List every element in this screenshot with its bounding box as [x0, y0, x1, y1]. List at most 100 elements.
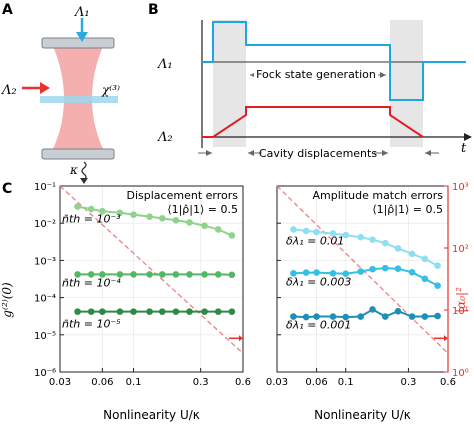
- right-axis-marker-arrowhead: [444, 335, 448, 342]
- decay-arrowhead: [80, 178, 88, 184]
- data-point: [158, 215, 166, 222]
- data-point: [87, 308, 95, 315]
- fock-label: Fock state generation: [256, 68, 376, 81]
- right-axis-marker-arrowhead: [239, 335, 243, 342]
- data-point: [172, 271, 180, 278]
- y-tick-label: 10⁻⁴: [34, 294, 56, 305]
- data-point: [408, 250, 416, 258]
- data-point: [99, 308, 106, 315]
- data-point: [357, 268, 365, 275]
- data-point: [201, 222, 208, 230]
- right-y-tick-label: 10³: [452, 182, 469, 193]
- data-point: [186, 308, 193, 315]
- data-point: [214, 271, 222, 278]
- data-point: [74, 308, 81, 315]
- data-point: [186, 219, 193, 226]
- data-point: [74, 271, 81, 278]
- chi3-label: χ⁽³⁾: [101, 83, 120, 97]
- y-tick-label: 10⁻¹: [34, 182, 56, 193]
- right-y-tick-label: 10²: [452, 244, 469, 255]
- x-tick-label: 0.06: [305, 377, 327, 388]
- x-tick-label: 0.03: [49, 377, 71, 388]
- data-point: [130, 271, 137, 278]
- data-point: [394, 245, 402, 252]
- data-point: [369, 306, 376, 313]
- data-point: [342, 231, 350, 239]
- data-point: [369, 236, 376, 244]
- data-point: [87, 205, 95, 213]
- data-point: [228, 271, 236, 279]
- data-point: [408, 313, 416, 320]
- data-point: [329, 270, 337, 277]
- x-tick-label: 0.6: [440, 377, 456, 388]
- right-y-tick-label: 10¹: [452, 306, 469, 317]
- x-tick-label: 0.3: [400, 377, 416, 388]
- data-point: [201, 308, 208, 315]
- time-label: t: [461, 141, 467, 156]
- right-y-tick-label: 10⁰: [452, 368, 469, 379]
- plot-frame: [59, 185, 244, 373]
- x-tick-label: 0.1: [338, 377, 354, 388]
- cavity-arrowhead-mid-left: [248, 150, 254, 156]
- panel-a-lambda2-label: Λ₂: [1, 83, 17, 98]
- data-point: [394, 265, 402, 272]
- data-point: [329, 313, 337, 320]
- panel-label-b: B: [148, 2, 159, 18]
- data-point: [87, 271, 95, 278]
- data-point: [342, 313, 350, 321]
- data-point: [421, 255, 429, 263]
- data-point: [381, 313, 389, 320]
- data-point: [290, 270, 297, 277]
- cavity-arrowhead-left: [206, 150, 212, 156]
- data-point: [130, 308, 137, 315]
- y-tick-label: 10⁻⁵: [34, 331, 56, 342]
- series-label: δλ₁ = 0.003: [286, 275, 351, 288]
- data-point: [290, 313, 297, 320]
- chart-title: Displacement errors: [127, 189, 239, 202]
- series-label: δλ₁ = 0.01: [286, 234, 344, 247]
- x-tick-label: 0.3: [193, 377, 209, 388]
- data-point: [158, 308, 166, 315]
- data-point: [116, 209, 124, 217]
- series-label: n̄th = 10⁻⁵: [62, 318, 121, 331]
- data-point: [214, 308, 222, 315]
- right-y-axis-label: |α₀|²: [454, 287, 468, 313]
- lambda1-waveform: [202, 21, 466, 101]
- data-point: [146, 271, 153, 278]
- chi3-crystal: [40, 96, 118, 103]
- data-point: [357, 233, 365, 241]
- chart-displacement-errors: 0.03 0.06 0.1 0.3 0.6 10⁻⁶ 10⁻⁵ 10⁻⁴ 10⁻³ 10⁻² 10⁻…: [34, 182, 251, 422]
- y-tick-label: 10⁻⁶: [34, 368, 56, 379]
- panel-b-lambda2-label: Λ₂: [157, 130, 173, 145]
- data-point: [228, 232, 236, 239]
- x-axis-label: Nonlinearity U/κ: [314, 408, 411, 422]
- data-point: [302, 313, 310, 321]
- lambda2-arrowhead: [40, 82, 50, 94]
- fock-label-bg: [254, 67, 378, 81]
- data-point: [313, 228, 320, 236]
- top-mirror: [41, 37, 115, 49]
- data-point: [313, 313, 320, 320]
- series-label: n̄th = 10⁻⁴: [62, 276, 121, 289]
- panel-label-c: C: [2, 181, 12, 197]
- x-axis-label: Nonlinearity U/κ: [103, 408, 200, 422]
- data-point: [99, 271, 106, 278]
- data-point: [342, 270, 350, 277]
- data-point: [130, 211, 137, 218]
- data-point: [421, 313, 429, 320]
- data-point: [381, 239, 389, 247]
- lambda1-arrowhead: [76, 32, 88, 42]
- data-point: [74, 203, 81, 210]
- data-point: [421, 275, 429, 283]
- data-point: [302, 227, 310, 235]
- displacement-region-2: [390, 20, 423, 147]
- pulse-sequence-diagram: Λ₁ Λ₂ t Fock state generation Cavity dis…: [157, 20, 472, 160]
- displacement-region-1: [213, 20, 246, 147]
- cavity-arrowhead-mid-right: [382, 150, 388, 156]
- data-point: [158, 271, 166, 278]
- cavity-diagram: Λ₁ Λ₂ χ⁽³⁾ κ: [1, 5, 120, 184]
- data-point: [172, 308, 180, 315]
- data-point: [228, 308, 236, 315]
